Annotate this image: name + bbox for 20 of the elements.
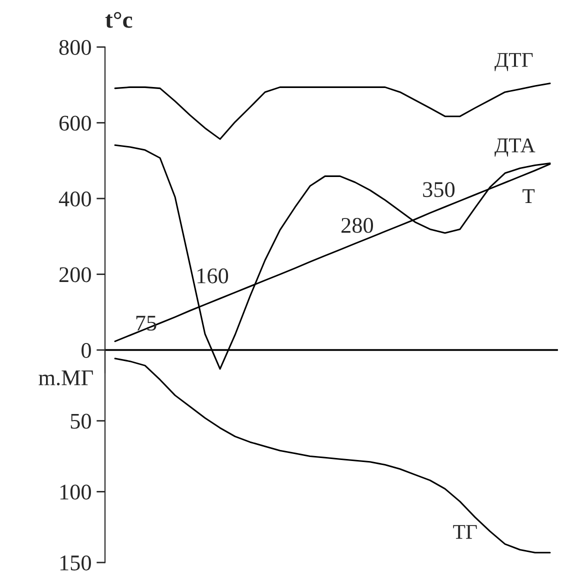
y-tick-label: 600 — [59, 116, 91, 131]
y-tick-label: 200 — [59, 267, 91, 282]
annotation: 160 — [198, 268, 228, 284]
annotation: 350 — [423, 182, 455, 198]
y-tick-label: 800 — [59, 40, 91, 55]
y-tick-label: 100 — [60, 484, 91, 500]
series-label: ТГ — [453, 525, 477, 539]
annotation: 75 — [136, 316, 156, 331]
series-label: ДТА — [494, 138, 536, 157]
series-label: Т — [522, 189, 535, 203]
y-tick-label: 400 — [58, 191, 91, 206]
series-label: ДТГ — [494, 53, 533, 72]
line-series — [114, 82, 551, 140]
y-tick-label: 0 — [82, 342, 91, 358]
annotation: 280 — [342, 218, 374, 233]
y-axis-title: m.МГ — [38, 370, 93, 386]
y-tick-label: 150 — [60, 555, 91, 570]
y-axis-title: t°c — [105, 12, 132, 28]
line-series — [114, 358, 551, 554]
y-tick-label: 50 — [70, 414, 91, 429]
